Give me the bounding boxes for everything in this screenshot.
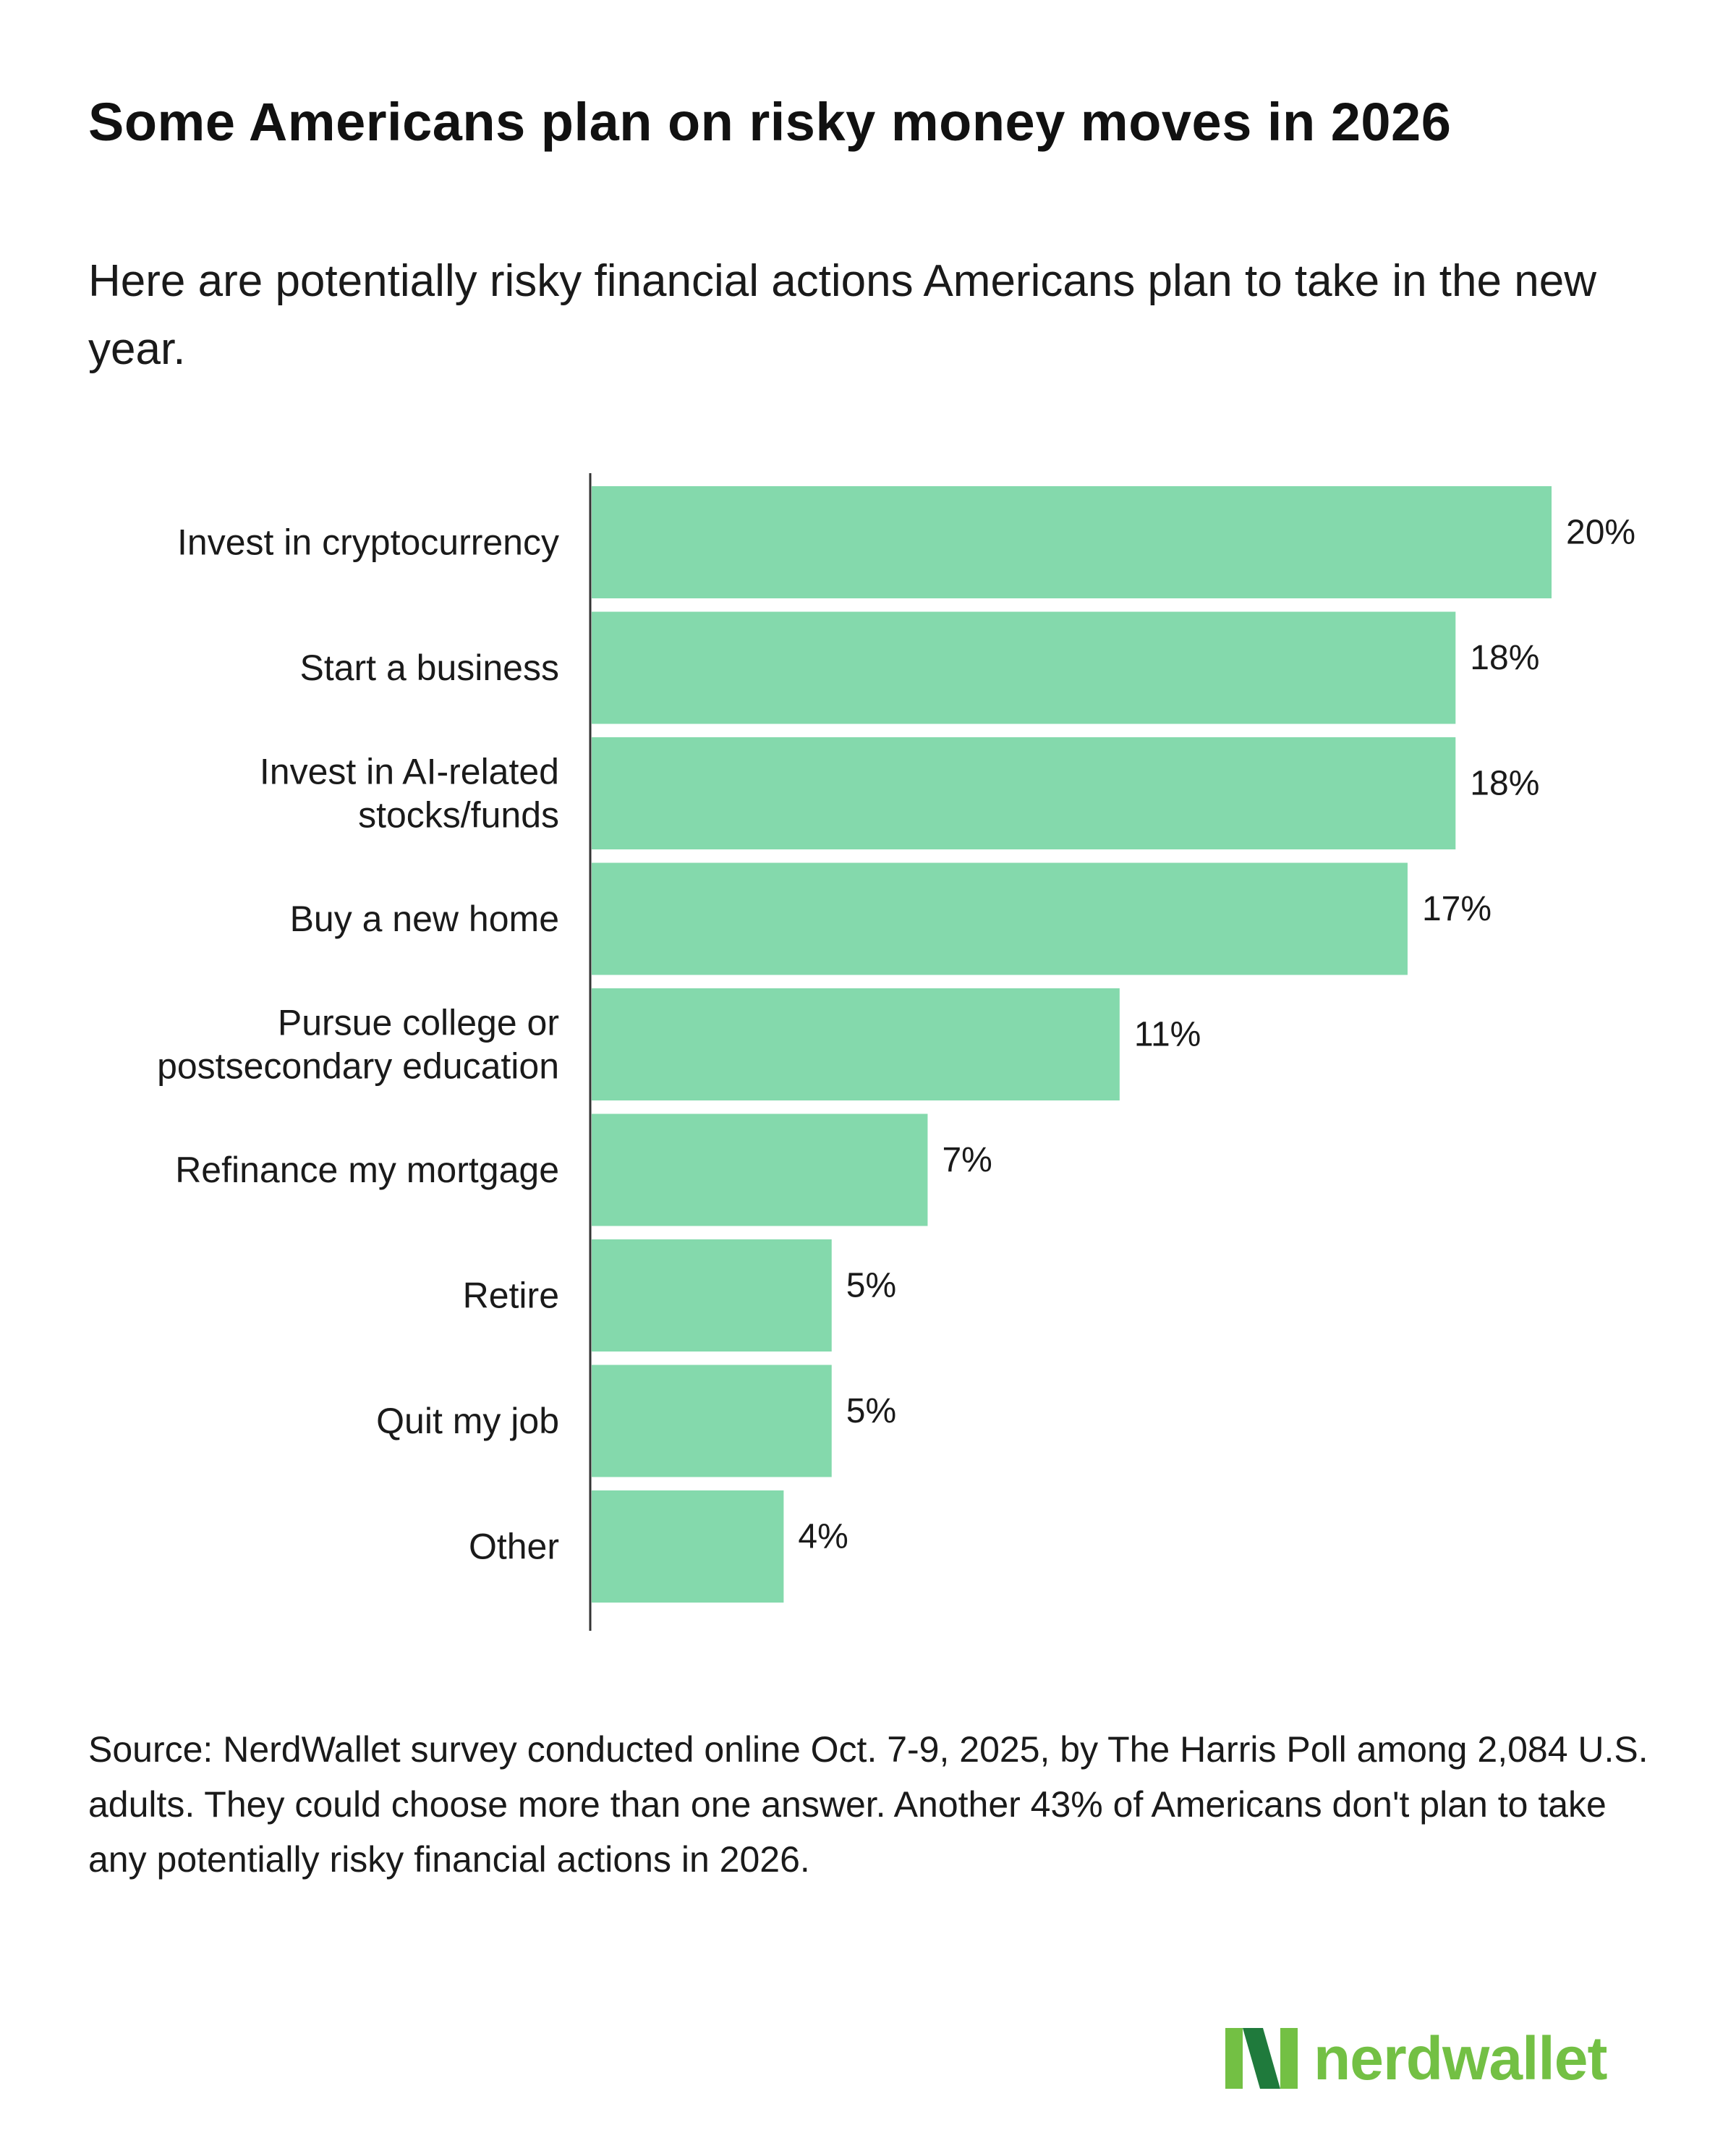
value-label: 7% (942, 1141, 992, 1179)
category-label: stocks/funds (358, 795, 559, 836)
bar (592, 862, 1408, 975)
value-label: 5% (846, 1392, 896, 1430)
nerdwallet-logo: nerdwallet (1225, 2019, 1607, 2098)
value-label: 4% (798, 1518, 848, 1556)
bar (592, 737, 1456, 849)
nerdwallet-wordmark: nerdwallet (1314, 2024, 1607, 2092)
value-label: 18% (1470, 765, 1539, 803)
value-label: 18% (1470, 639, 1539, 677)
category-label: Quit my job (376, 1401, 559, 1441)
value-label: 20% (1566, 514, 1635, 552)
chart-subtitle: Here are potentially risky financial act… (88, 256, 1596, 374)
category-label: Invest in cryptocurrency (177, 522, 559, 563)
bar (592, 1113, 928, 1226)
value-label: 5% (846, 1267, 896, 1305)
value-label: 17% (1422, 890, 1492, 928)
bar (592, 486, 1552, 598)
source-note: Source: NerdWallet survey conducted onli… (88, 1729, 1648, 1880)
category-label: Pursue college or (278, 1003, 559, 1043)
bar (592, 1365, 832, 1477)
category-label: Refinance my mortgage (175, 1150, 559, 1190)
value-label: 11% (1134, 1016, 1201, 1054)
category-label: postsecondary education (157, 1046, 559, 1087)
bar (592, 611, 1456, 724)
category-label: Buy a new home (290, 899, 559, 939)
bar (592, 1490, 784, 1603)
chart-title: Some Americans plan on risky money moves… (88, 92, 1452, 152)
bar (592, 988, 1120, 1100)
category-label: Start a business (299, 648, 559, 688)
nerdwallet-mark-icon (1225, 2028, 1298, 2089)
category-label: Retire (463, 1276, 559, 1316)
category-label: Other (469, 1527, 559, 1567)
bar (592, 1239, 832, 1352)
category-label: Invest in AI-related (260, 752, 559, 792)
